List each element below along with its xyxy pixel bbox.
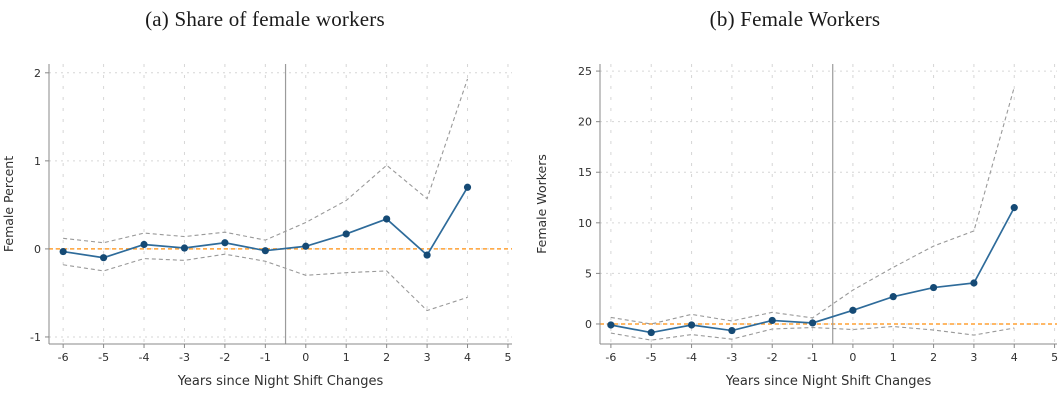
data-point [59,247,67,256]
data-point [808,319,817,327]
x-tick-label: 1 [890,351,897,364]
x-tick-label: -5 [98,351,109,364]
data-point [180,244,189,252]
gridlines [49,64,512,344]
data-point [140,240,148,249]
data-point [970,279,978,287]
estimate-line [610,207,1015,334]
x-tick-label: -6 [605,351,616,364]
y-tick-label: 1 [34,155,41,168]
x-tick-label: -2 [767,351,778,364]
estimate-markers [607,204,1018,337]
y-tick-label: 15 [578,166,592,179]
data-point [929,283,938,292]
data-point [647,328,655,337]
x-tick-label: 2 [930,351,937,364]
x-tick-label: -4 [139,351,150,364]
data-point [1010,204,1018,212]
data-point [99,254,108,262]
panel-a: (a) Share of female workers -1 0 1 2 -6 -5 -4-… [1,7,512,389]
x-tick-label: 0 [849,351,856,364]
data-point [687,321,696,329]
data-point [849,306,857,314]
y-tick-label: 0 [34,243,41,256]
gridlines [600,64,1057,344]
ci-upper-line [63,78,469,244]
x-tick-label: -2 [219,351,230,364]
panel-b: (b) Female Workers 0 5 10 15 20 25 -6 -5 -4 -3 -2-… [530,0,1060,411]
x-tick-label: 3 [424,351,431,364]
x-tick-label: -3 [179,351,190,364]
x-tick-label: 1 [343,351,350,364]
x-tick-label: 3 [970,351,977,364]
y-tick-label: 0 [585,318,592,331]
x-tick-label: 4 [1011,351,1018,364]
y-tick-label: 5 [585,267,592,280]
x-tick-label: 4 [464,351,471,364]
ci-upper-line [610,87,1015,325]
y-tick-label: 10 [578,217,592,230]
data-point [728,326,736,335]
axes: -1 0 1 2 -6 -5 -4 -3 -2 -1 0 1 2 3 4 5 [30,64,512,364]
x-tick-label: 0 [302,351,309,364]
data-point [607,321,615,329]
share-of-female-workers-chart: -1 0 1 2 -6 -5 -4 -3 -2 -1 0 1 2 3 4 5 Years since Night… [1,64,512,389]
x-axis-title: Years since Night Shift Changes [177,374,384,389]
x-axis-title: Years since Night Shift Changes [725,374,932,389]
data-point [768,316,776,325]
x-tick-label: -5 [646,351,657,364]
x-tick-label: -4 [686,351,697,364]
x-tick-label: 5 [1051,351,1058,364]
panel-a-title: (a) Share of female workers [145,7,385,31]
y-tick-label: 20 [578,116,592,129]
x-tick-label: -3 [726,351,737,364]
data-point [221,239,229,247]
axes: 0 5 10 15 20 25 -6 -5 -4 -3 -2 -1 0 1 2 3 4 5 [578,64,1058,364]
y-tick-label: -1 [30,331,41,344]
x-tick-label: -1 [260,351,271,364]
estimate-markers [59,183,472,262]
data-point [889,293,897,301]
y-axis-title: Female Workers [534,154,549,254]
data-point [261,247,269,255]
y-tick-label: 25 [578,65,592,78]
panel-b-title: (b) Female Workers [709,7,881,31]
data-point [302,242,310,250]
x-tick-label: 2 [383,351,390,364]
y-axis-title: Female Percent [1,156,16,252]
ci-lower-line [63,253,468,312]
data-point [463,183,472,191]
y-tick-label: 2 [34,67,41,80]
data-point [383,215,391,223]
x-tick-label: -1 [807,351,818,364]
ci-lower-line [610,325,1015,341]
female-workers-chart: 0 5 10 15 20 25 -6 -5 -4 -3 -2 -1 0 1 2 3 4 5 Years since … [534,64,1058,389]
x-tick-label: -6 [58,351,69,364]
data-point [423,251,431,259]
x-tick-label: 5 [504,351,511,364]
data-point [342,230,350,238]
